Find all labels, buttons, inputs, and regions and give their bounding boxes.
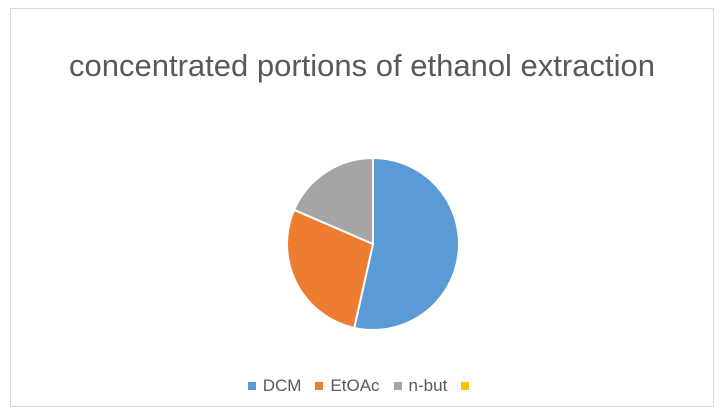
pie-chart bbox=[286, 156, 460, 331]
legend-item bbox=[461, 382, 476, 390]
legend-label: n-but bbox=[408, 376, 448, 395]
legend-label: DCM bbox=[262, 376, 302, 395]
legend: DCM EtOAc n-but bbox=[11, 376, 713, 396]
chart-frame: concentrated portions of ethanol extract… bbox=[10, 8, 714, 407]
legend-swatch bbox=[461, 382, 470, 390]
legend-label: EtOAc bbox=[330, 376, 380, 395]
pie-slice-etoac bbox=[286, 208, 375, 330]
legend-item: DCM bbox=[247, 376, 302, 396]
legend-item: EtOAc bbox=[315, 376, 380, 396]
chart-title: concentrated portions of ethanol extract… bbox=[69, 48, 655, 83]
legend-swatch bbox=[393, 382, 402, 390]
pie-slice-n-but bbox=[292, 156, 374, 246]
pie-slice-dcm bbox=[353, 156, 460, 331]
legend-swatch bbox=[315, 382, 324, 390]
legend-swatch bbox=[247, 382, 256, 390]
legend-item: n-but bbox=[393, 376, 448, 396]
